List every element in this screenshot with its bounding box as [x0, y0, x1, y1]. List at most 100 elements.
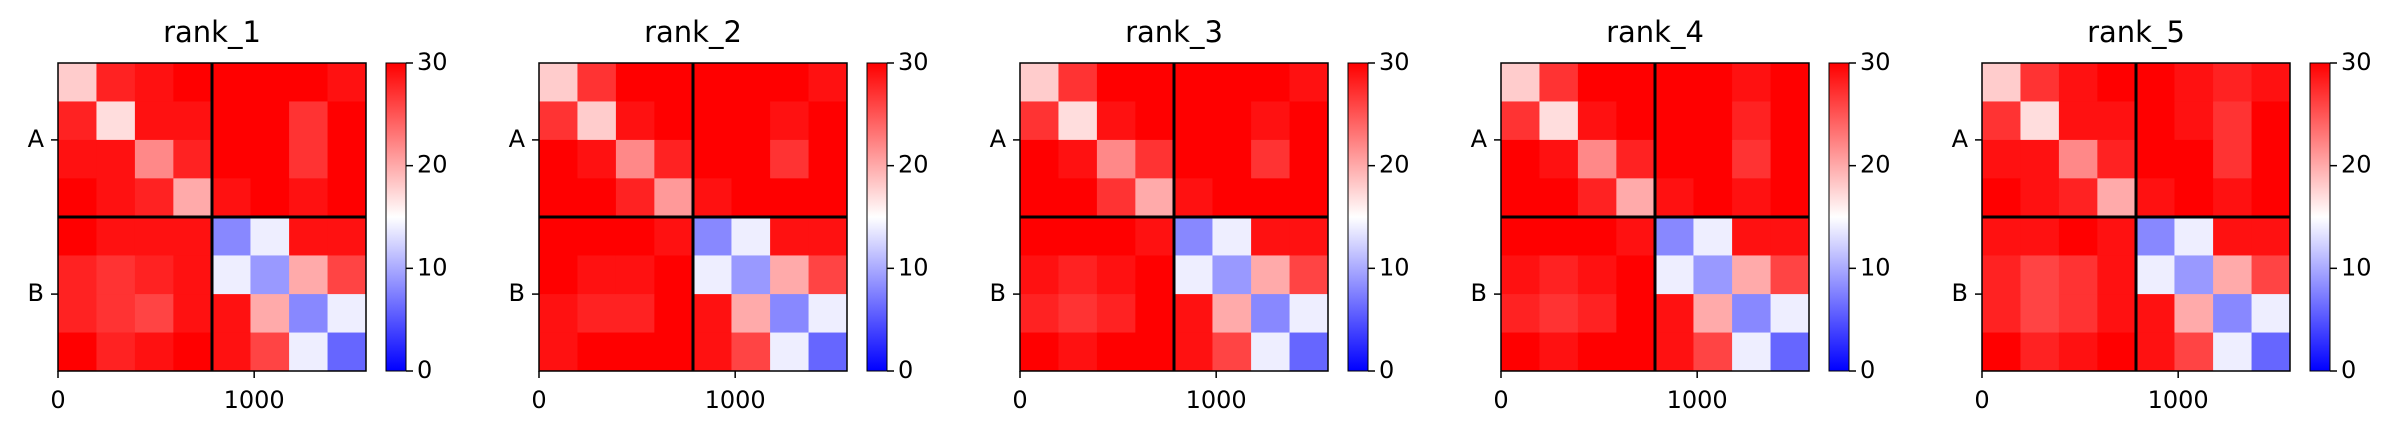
heatmap-cell [1289, 178, 1329, 218]
colorbar-tick-label: 30 [1379, 48, 1410, 76]
colorbar-tick-label: 0 [1860, 356, 1875, 384]
heatmap-cell [134, 178, 174, 218]
heatmap-cell [134, 217, 174, 256]
heatmap-cell [808, 217, 848, 256]
heatmap-cell [577, 178, 617, 218]
heatmap-cell [1020, 139, 1059, 179]
heatmap-cell [770, 294, 810, 334]
heatmap-cell [1251, 178, 1291, 218]
heatmap-cell [1289, 217, 1329, 256]
heatmap-cell [1732, 332, 1772, 372]
heatmap-cell [1577, 63, 1617, 102]
heatmap-cell [2097, 294, 2137, 334]
heatmap-cell [770, 101, 810, 141]
heatmap-cell [1135, 63, 1175, 102]
heatmap-cell [1289, 255, 1329, 295]
heatmap-cell [577, 101, 617, 141]
colorbar-tick-label: 20 [417, 151, 448, 179]
heatmap-cell [2213, 255, 2253, 295]
heatmap-cell [1732, 178, 1772, 218]
heatmap-cell [212, 332, 251, 372]
heatmap-cell [1096, 217, 1136, 256]
panel-title: rank_1 [163, 15, 261, 49]
x-tick-label: 1000 [224, 386, 285, 414]
heatmap-cell [1577, 255, 1617, 295]
heatmap-cell [2174, 101, 2214, 141]
heatmap-cell [770, 139, 810, 179]
heatmap-cell [1616, 294, 1656, 334]
heatmap-cell [250, 139, 290, 179]
colorbar-tick-label: 30 [1860, 48, 1891, 76]
heatmap-cell [1982, 139, 2021, 179]
heatmap-cell [2136, 101, 2175, 141]
heatmap-cell [1096, 178, 1136, 218]
heatmap-cell [212, 178, 251, 218]
heatmap-cell [808, 178, 848, 218]
heatmap-cell [731, 217, 771, 256]
heatmap-cell [96, 294, 136, 334]
heatmap-cell [1732, 101, 1772, 141]
heatmap-cell [2136, 178, 2175, 218]
colorbar [866, 62, 888, 372]
heatmap-cell [1501, 63, 1540, 102]
heatmap-cell [2058, 332, 2098, 372]
panel-title: rank_4 [1606, 15, 1704, 49]
heatmap-cell [539, 332, 578, 372]
x-tick-label: 1000 [2148, 386, 2209, 414]
heatmap-cell [1655, 63, 1694, 102]
heatmap-cell [2020, 332, 2060, 372]
heatmap-cell [1577, 332, 1617, 372]
heatmap-cell [1096, 255, 1136, 295]
heatmap-cell [2097, 139, 2137, 179]
heatmap-cell [1174, 255, 1213, 295]
heatmap-cell [1982, 63, 2021, 102]
heatmap-cell [1251, 101, 1291, 141]
heatmap-cell [1539, 63, 1579, 102]
heatmap-cell [539, 217, 578, 256]
heatmap-cell [96, 101, 136, 141]
heatmap-cell [2097, 255, 2137, 295]
heatmap-cell [808, 294, 848, 334]
heatmap-cell [577, 332, 617, 372]
heatmap-cell [327, 294, 367, 334]
colorbar-tick-label: 20 [1860, 151, 1891, 179]
colorbar [1347, 62, 1369, 372]
heatmap-cell [58, 139, 97, 179]
heatmap-cell [1020, 178, 1059, 218]
heatmap-cell [2097, 101, 2137, 141]
heatmap-cell [173, 63, 213, 102]
heatmap-cell [2174, 332, 2214, 372]
heatmap-cell [654, 178, 694, 218]
colorbar [385, 62, 407, 372]
heatmap-cell [654, 332, 694, 372]
plot-frame [538, 62, 848, 372]
heatmap-cell [1655, 178, 1694, 218]
heatmap-cell [1982, 178, 2021, 218]
heatmap-cell [327, 101, 367, 141]
heatmap-cell [1020, 294, 1059, 334]
colorbar-tick-label: 30 [898, 48, 929, 76]
y-tick-label: A [990, 125, 1007, 153]
heatmap-cell [2020, 139, 2060, 179]
heatmap-cell [1058, 294, 1098, 334]
heatmap-cell [654, 255, 694, 295]
heatmap-cell [731, 332, 771, 372]
colorbar-tick-label: 0 [898, 356, 913, 384]
heatmap-cell [1616, 217, 1656, 256]
heatmap-cell [693, 294, 732, 334]
heatmap-cell [1770, 332, 1810, 372]
heatmap-cell [2020, 294, 2060, 334]
heatmap-cell [96, 139, 136, 179]
y-tick-label: B [509, 279, 525, 307]
heatmap-cell [693, 63, 732, 102]
heatmap-cell [1135, 101, 1175, 141]
heatmap-cell [1982, 217, 2021, 256]
heatmap-cell [2213, 332, 2253, 372]
heatmap-cell [1539, 217, 1579, 256]
heatmap-cell [58, 178, 97, 218]
heatmap-cell [1501, 217, 1540, 256]
plot-frame [1981, 62, 2291, 372]
colorbar-tick-label: 10 [898, 253, 929, 281]
heatmap-cell [654, 101, 694, 141]
plot-frame [1500, 62, 1810, 372]
